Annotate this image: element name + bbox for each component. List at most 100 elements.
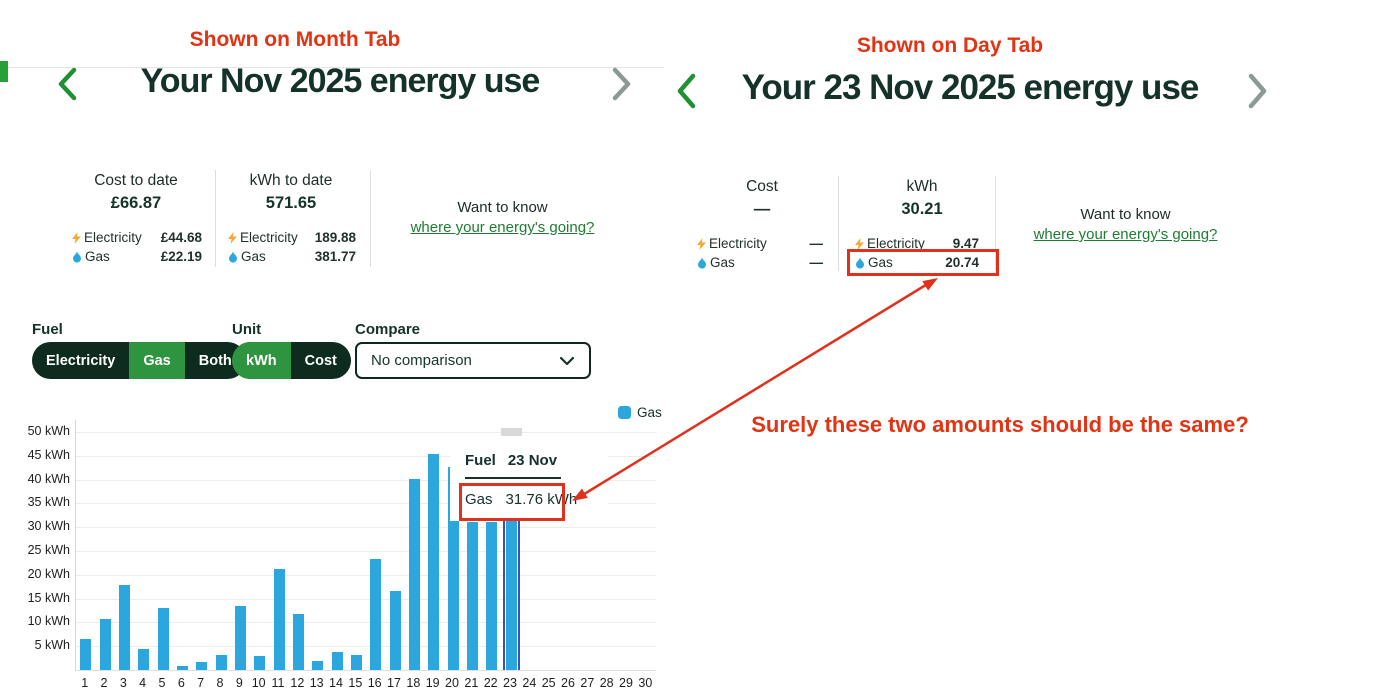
x-tick-label: 1 <box>81 676 89 690</box>
gas-bar-day-23[interactable] <box>505 518 517 670</box>
stat-row-gas: Gas 20.74 <box>855 255 979 270</box>
flame-icon <box>73 250 81 263</box>
prev-day-chevron-icon[interactable] <box>674 72 698 110</box>
row-label: Electricity <box>709 236 767 251</box>
month-title: Your Nov 2025 energy use <box>140 62 541 100</box>
day-kwh-total: 30.21 <box>901 200 943 218</box>
row-value: 9.47 <box>952 236 979 251</box>
fuel-label: Fuel <box>32 321 63 338</box>
gas-bar-day-10[interactable] <box>254 656 266 670</box>
gridline <box>76 527 656 529</box>
x-tick-label: 28 <box>599 676 614 690</box>
month-kwh-rows: Electricity 189.88 Gas 381.77 <box>228 230 356 264</box>
y-tick-label: 45 kWh <box>27 447 70 462</box>
row-value: 381.77 <box>314 249 356 264</box>
x-tick-label: 27 <box>580 676 595 690</box>
stat-row-gas: Gas 381.77 <box>228 249 356 264</box>
fuel-option-gas[interactable]: Gas <box>129 342 185 379</box>
y-axis-labels: 5 kWh 10 kWh 15 kWh 20 kWh 25 kWh 30 kWh 35 kW… <box>18 420 70 670</box>
day-cost-heading: Cost <box>746 178 778 195</box>
gridline <box>76 455 656 457</box>
next-day-chevron-icon[interactable] <box>1246 72 1270 110</box>
gas-bar-day-3[interactable] <box>118 585 130 670</box>
row-value: £22.19 <box>160 249 202 264</box>
y-tick-label: 35 kWh <box>27 495 70 510</box>
row-label: Gas <box>710 255 735 270</box>
gas-bar-day-9[interactable] <box>234 605 246 670</box>
stat-row-electricity: Electricity 9.47 <box>855 236 979 251</box>
gas-bar-day-2[interactable] <box>99 619 111 670</box>
gas-bar-day-4[interactable] <box>138 649 150 670</box>
stat-row-electricity: Electricity £44.68 <box>72 230 202 245</box>
fuel-toggle: Electricity Gas Both <box>32 342 246 379</box>
tooltip-row-label: Gas <box>465 491 493 508</box>
gas-bar-day-17[interactable] <box>389 590 401 670</box>
chart-tooltip: Fuel 23 Nov Gas 31.76 kWh <box>450 441 608 521</box>
gas-bar-day-16[interactable] <box>370 558 382 670</box>
energy-going-link[interactable]: where your energy's going? <box>1033 226 1218 243</box>
gas-bar-day-15[interactable] <box>350 655 362 670</box>
fuel-option-electricity[interactable]: Electricity <box>46 352 116 369</box>
row-value: 20.74 <box>945 255 979 270</box>
unit-option-cost[interactable]: Cost <box>304 352 337 369</box>
row-value: — <box>809 255 824 270</box>
gas-bar-day-14[interactable] <box>331 651 343 670</box>
gridline <box>76 646 656 648</box>
selection-line <box>518 518 520 670</box>
hover-band-cap <box>500 428 522 436</box>
x-axis-labels: 1 2 3 4 5 6 7 8 9 10 11 12 13 14 15 16 17 18 19 20 21 22 23 24 2… <box>75 676 655 694</box>
x-tick-label: 10 <box>251 676 266 690</box>
gas-bar-day-12[interactable] <box>292 613 304 670</box>
gas-bar-day-1[interactable] <box>80 639 92 670</box>
row-label: Electricity <box>240 230 298 245</box>
gridline <box>76 598 656 600</box>
row-label: Electricity <box>867 236 925 251</box>
prev-month-chevron-icon[interactable] <box>55 66 79 102</box>
compare-select[interactable]: No comparison <box>355 342 591 379</box>
gas-bar-day-21[interactable] <box>466 522 478 670</box>
x-tick-label: 24 <box>522 676 537 690</box>
gas-bar-day-5[interactable] <box>157 608 169 670</box>
x-tick-label: 4 <box>139 676 147 690</box>
gas-bar-day-19[interactable] <box>428 454 440 670</box>
day-cost-rows: Electricity — Gas — <box>697 236 823 270</box>
y-tick-label: 10 kWh <box>27 614 70 629</box>
x-tick-label: 18 <box>406 676 421 690</box>
x-tick-label: 23 <box>503 676 517 690</box>
tooltip-fuel-label: Fuel <box>465 452 496 469</box>
x-tick-label: 30 <box>638 676 653 690</box>
gas-bar-day-22[interactable] <box>486 522 498 670</box>
gas-bar-day-11[interactable] <box>273 568 285 670</box>
x-tick-label: 19 <box>425 676 440 690</box>
row-label: Gas <box>241 249 266 264</box>
compare-label: Compare <box>355 321 421 338</box>
gas-bar-day-8[interactable] <box>215 654 227 670</box>
gas-bar-day-13[interactable] <box>312 661 324 670</box>
x-tick-label: 7 <box>197 676 205 690</box>
gas-bar-day-18[interactable] <box>408 478 420 670</box>
stat-row-gas: Gas — <box>697 255 823 270</box>
next-month-chevron-icon[interactable] <box>610 66 634 102</box>
day-want-to-know: Want to know where your energy's going? <box>1023 205 1228 245</box>
row-value: £44.68 <box>160 230 202 245</box>
x-tick-label: 13 <box>309 676 324 690</box>
x-tick-label: 17 <box>387 676 401 690</box>
bar-chart-plot-area <box>75 420 656 671</box>
panel-top-border <box>0 67 664 68</box>
fuel-option-both[interactable]: Both <box>198 352 232 369</box>
x-tick-label: 22 <box>483 676 498 690</box>
unit-option-kwh[interactable]: kWh <box>232 342 291 379</box>
unit-label: Unit <box>232 321 262 338</box>
row-value: — <box>809 236 824 251</box>
x-tick-label: 5 <box>158 676 166 690</box>
gas-bar-day-20[interactable] <box>447 467 459 670</box>
row-value: 189.88 <box>314 230 356 245</box>
y-tick-label: 30 kWh <box>27 519 70 534</box>
stats-divider <box>215 170 216 267</box>
gas-bar-day-6[interactable] <box>176 665 188 670</box>
gas-bar-day-7[interactable] <box>196 662 208 670</box>
day-cost-total: — <box>753 200 771 218</box>
month-kwh-heading: kWh to date <box>249 172 333 189</box>
energy-going-link[interactable]: where your energy's going? <box>410 219 595 236</box>
chevron-down-icon <box>559 356 575 365</box>
